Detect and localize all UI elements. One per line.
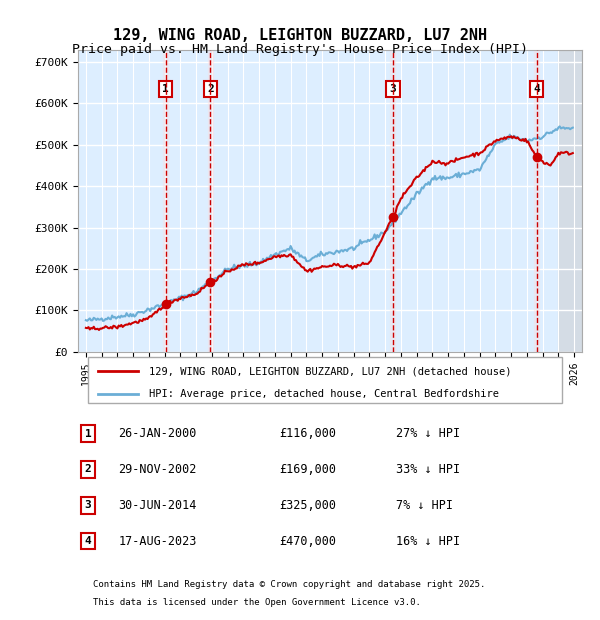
Text: 129, WING ROAD, LEIGHTON BUZZARD, LU7 2NH (detached house): 129, WING ROAD, LEIGHTON BUZZARD, LU7 2N…: [149, 366, 511, 376]
Text: 4: 4: [533, 84, 540, 94]
Text: 4: 4: [85, 536, 91, 546]
Text: 1: 1: [163, 84, 169, 94]
Bar: [163, 50, 168, 352]
Text: This data is licensed under the Open Government Licence v3.0.: This data is licensed under the Open Gov…: [93, 598, 421, 608]
Bar: [208, 50, 213, 352]
Text: 33% ↓ HPI: 33% ↓ HPI: [395, 463, 460, 476]
Text: £470,000: £470,000: [280, 534, 337, 547]
Text: 17-AUG-2023: 17-AUG-2023: [118, 534, 197, 547]
Text: 2: 2: [85, 464, 91, 474]
Text: 26-JAN-2000: 26-JAN-2000: [118, 427, 197, 440]
Text: Contains HM Land Registry data © Crown copyright and database right 2025.: Contains HM Land Registry data © Crown c…: [93, 580, 485, 589]
Text: £169,000: £169,000: [280, 463, 337, 476]
Text: 29-NOV-2002: 29-NOV-2002: [118, 463, 197, 476]
Text: 30-JUN-2014: 30-JUN-2014: [118, 499, 197, 511]
Text: 3: 3: [389, 84, 396, 94]
Bar: [559, 50, 582, 352]
Text: 27% ↓ HPI: 27% ↓ HPI: [395, 427, 460, 440]
Text: HPI: Average price, detached house, Central Bedfordshire: HPI: Average price, detached house, Cent…: [149, 389, 499, 399]
Text: 2: 2: [207, 84, 214, 94]
Text: 16% ↓ HPI: 16% ↓ HPI: [395, 534, 460, 547]
Bar: [534, 50, 539, 352]
Text: £116,000: £116,000: [280, 427, 337, 440]
Text: 1: 1: [85, 428, 91, 439]
Text: £325,000: £325,000: [280, 499, 337, 511]
Text: 129, WING ROAD, LEIGHTON BUZZARD, LU7 2NH: 129, WING ROAD, LEIGHTON BUZZARD, LU7 2N…: [113, 28, 487, 43]
Text: 3: 3: [85, 500, 91, 510]
Text: 7% ↓ HPI: 7% ↓ HPI: [395, 499, 452, 511]
Text: Price paid vs. HM Land Registry's House Price Index (HPI): Price paid vs. HM Land Registry's House …: [72, 43, 528, 56]
Bar: [391, 50, 395, 352]
FancyBboxPatch shape: [88, 357, 562, 402]
